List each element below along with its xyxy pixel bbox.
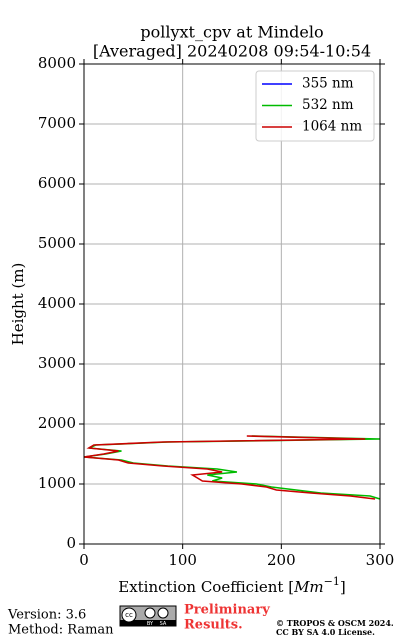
legend-label: 532 nm [302,97,354,113]
cc-text: cc [125,611,133,619]
copyright: © TROPOS & OSCM 2024. [276,618,394,628]
x-tick-label: 0 [79,551,89,569]
x-tick-label: 300 [366,551,395,569]
license: CC BY SA 4.0 License. [276,627,375,637]
y-tick-label: 8000 [38,54,76,72]
x-label-text: Extinction Coefficient [ [118,578,294,596]
sa-text: SA [160,621,167,627]
cc-logo-band [120,620,176,626]
y-tick-label: 4000 [38,294,76,312]
y-tick-label: 6000 [38,174,76,192]
x-label-exponent: −1 [324,575,340,588]
chart-subtitle: [Averaged] 20240208 09:54-10:54 [93,42,371,61]
by-circle [144,607,156,619]
y-tick-label: 7000 [38,114,76,132]
y-tick-label: 5000 [38,234,76,252]
profile-line [83,435,376,500]
notice-line-1: Preliminary [184,603,270,618]
plot-frame [83,63,381,545]
legend-label: 355 nm [302,76,354,92]
version: Version: 3.6 [7,608,86,623]
legend-box [255,70,375,142]
notice-line-2: Results. [184,618,243,633]
cc-circle [121,607,137,623]
x-label-close: ] [340,578,346,596]
y-tick-label: 1000 [38,474,76,492]
sa-circle [157,607,169,619]
x-label-unit: Mm [293,578,324,596]
y-axis-label: Height (m) [9,263,27,346]
chart-title: pollyxt_cpv at Mindelo [140,23,323,42]
by-text: BY [147,621,154,627]
legend-label: 1064 nm [302,119,362,135]
x-tick-label: 100 [168,551,197,569]
profile-line [83,435,381,500]
y-tick-label: 2000 [38,414,76,432]
x-axis-label: Extinction Coefficient [Mm−1] [118,575,345,596]
x-tick-label: 200 [267,551,296,569]
y-tick-label: 3000 [38,354,76,372]
method: Method: Raman [8,623,114,638]
y-tick-label: 0 [66,534,76,552]
